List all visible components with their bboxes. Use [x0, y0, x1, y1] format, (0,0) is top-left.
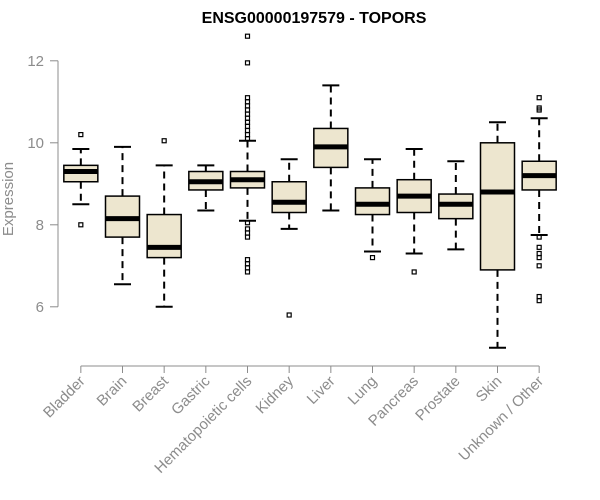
outlier-point — [536, 107, 542, 113]
x-tick-label: Lung — [345, 373, 381, 409]
outlier-point — [244, 132, 251, 138]
outlier-point — [161, 138, 167, 144]
y-axis: 6 8 10 12 — [27, 53, 59, 316]
outlier-point — [244, 136, 251, 142]
box-bladder — [63, 132, 99, 228]
plot-area — [63, 33, 557, 349]
outlier-point — [244, 103, 251, 109]
outlier-point — [244, 220, 251, 226]
box-unknown-other — [521, 95, 557, 304]
outlier-point — [244, 230, 251, 236]
outlier-point — [536, 293, 542, 300]
outlier-point — [411, 269, 417, 275]
outlier-point — [78, 222, 84, 228]
outlier-point — [244, 123, 251, 130]
outlier-point — [244, 111, 251, 117]
outlier-point — [244, 95, 251, 101]
box-liver — [313, 84, 349, 212]
outlier-point — [536, 95, 542, 101]
box-breast — [146, 138, 182, 308]
outlier-point — [244, 226, 251, 232]
box-iqr — [271, 181, 307, 214]
box-hematopoietic-cells — [229, 33, 266, 275]
outlier-point — [286, 312, 292, 318]
outlier-point — [369, 255, 376, 261]
y-tick-label: 12 — [27, 53, 44, 70]
outlier-point — [244, 257, 251, 263]
outlier-point — [536, 250, 542, 257]
outlier-point — [244, 119, 251, 125]
box-lung — [354, 158, 391, 261]
outlier-point — [78, 132, 84, 138]
outlier-point — [244, 265, 251, 271]
box-iqr — [146, 213, 182, 259]
y-tick-label: 10 — [27, 135, 44, 152]
outlier-point — [536, 244, 542, 250]
outlier-point — [536, 234, 542, 240]
x-tick-label: Bladder — [40, 373, 89, 422]
outlier-point — [244, 33, 251, 39]
box-kidney — [271, 158, 307, 318]
y-tick-label: 8 — [36, 217, 44, 234]
outlier-point — [244, 269, 251, 275]
outlier-point — [536, 298, 542, 304]
box-skin — [479, 121, 516, 349]
box-prostate — [438, 160, 474, 251]
box-pancreas — [396, 147, 432, 275]
x-tick-label: Liver — [304, 373, 339, 408]
outlier-point — [244, 234, 251, 240]
outlier-point — [244, 60, 251, 66]
x-tick-label: Kidney — [253, 372, 298, 417]
outlier-point — [244, 99, 251, 105]
outlier-point — [244, 261, 251, 267]
box-iqr — [354, 187, 391, 216]
box-iqr — [479, 142, 516, 271]
x-tick-label: Prostate — [412, 373, 464, 425]
outlier-point — [536, 255, 542, 261]
y-axis-label: Expression — [0, 162, 17, 236]
outlier-point — [244, 115, 251, 121]
box-gastric — [188, 164, 224, 212]
outlier-point — [244, 107, 251, 113]
x-tick-label: Breast — [129, 372, 172, 415]
x-tick-label: Brain — [94, 373, 131, 410]
box-brain — [104, 145, 141, 286]
y-tick-label: 6 — [36, 299, 44, 316]
chart-title: ENSG00000197579 - TOPORS — [202, 10, 427, 27]
x-tick-label: Skin — [473, 373, 506, 406]
outlier-point — [244, 127, 251, 134]
outlier-point — [536, 263, 542, 269]
